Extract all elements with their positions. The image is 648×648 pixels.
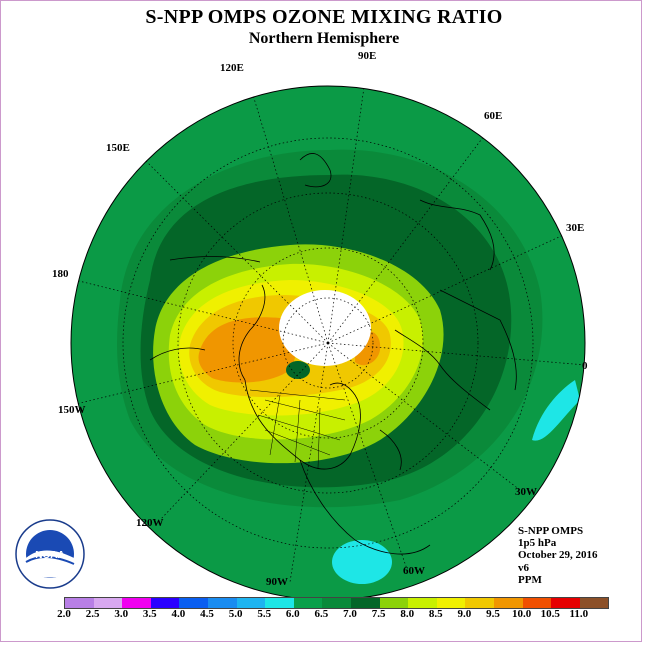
colorbar-tick-label: 6.0 [285, 608, 300, 620]
lon-label-60w: 60W [403, 565, 425, 577]
polar-night-area [279, 290, 371, 366]
colorbar-tick-label: 6.5 [314, 608, 329, 620]
colorbar-segment [322, 598, 351, 608]
lon-label-120w: 120W [136, 517, 164, 529]
info-version: v6 [518, 561, 529, 574]
colorbar-segment [465, 598, 494, 608]
product-info: S-NPP OMPS 1p5 hPa October 29, 2016 v6 P… [518, 525, 598, 586]
colorbar-tick-label: 7.0 [343, 608, 357, 620]
colorbar-tick-label: 4.5 [200, 608, 214, 620]
colorbar-segment [350, 598, 380, 608]
colorbar-segment [236, 598, 266, 608]
lon-label-60e: 60E [484, 110, 503, 122]
lon-label-30e: 30E [566, 222, 585, 234]
colorbar-segment [93, 598, 123, 608]
latitude-circles [122, 137, 534, 549]
coastlines [149, 153, 517, 555]
info-units: PPM [518, 573, 542, 586]
colorbar-segment [150, 598, 180, 608]
svg-text:NOAA: NOAA [35, 550, 64, 561]
info-level: 1p5 hPa [518, 537, 557, 550]
colorbar-segment [408, 598, 437, 608]
colorbar-tick-label: 2.0 [57, 608, 71, 620]
low-ozone-east [532, 380, 580, 441]
colorbar-segment [522, 598, 552, 608]
colorbar-tick-label: 2.5 [85, 608, 100, 620]
colorbar-ticks: 2.0 2.5 3.0 3.5 4.0 4.5 5.0 5.5 6.0 6.5 7.0 7.5 8.0 8… [48, 608, 608, 622]
colorbar-segment [551, 598, 580, 608]
map-subtitle: Northern Hemisphere [248, 30, 400, 47]
colorbar-tick-label: 10.0 [511, 608, 532, 620]
contour-9-5 [198, 317, 299, 383]
info-date: October 29, 2016 [518, 549, 598, 562]
colorbar-tick-label: 5.0 [228, 608, 243, 620]
colorbar-segment [122, 598, 151, 608]
colorbar-segment [65, 598, 94, 608]
lon-label-90w: 90W [266, 576, 288, 588]
info-instrument: S-NPP OMPS [518, 525, 584, 537]
colorbar-tick-label: 3.0 [114, 608, 129, 620]
colorbar-segment [293, 598, 323, 608]
meridians [71, 86, 585, 583]
colorbar-tick-label: 7.5 [371, 608, 386, 620]
colorbar-tick-label: 8.0 [400, 608, 415, 620]
colorbar-tick-label: 3.5 [142, 608, 157, 620]
colorbar-tick-label: 5.5 [257, 608, 272, 620]
colorbar-segment [379, 598, 409, 608]
colorbar-segment [179, 598, 208, 608]
colorbar-segment [579, 598, 609, 608]
colorbar-tick-label: 9.0 [457, 608, 472, 620]
lon-label-180: 180 [52, 268, 69, 280]
colorbar-segment [265, 598, 294, 608]
colorbar-segment [493, 598, 523, 608]
lon-label-150e: 150E [106, 142, 130, 154]
colorbar-tick-label: 10.5 [540, 608, 560, 620]
lon-label-90e: 90E [358, 50, 377, 62]
colorbar-segment [207, 598, 237, 608]
lon-label-0: 0 [582, 360, 588, 372]
colorbar [64, 597, 610, 609]
colorbar-tick-label: 11.0 [569, 608, 589, 620]
lon-label-120e: 120E [220, 62, 244, 74]
low-ozone-south [332, 540, 392, 584]
lon-label-30w: 30W [515, 486, 537, 498]
noaa-logo: NOAA [15, 519, 85, 589]
colorbar-segment [436, 598, 466, 608]
map-title: S-NPP OMPS OZONE MIXING RATIO [145, 6, 503, 28]
colorbar-tick-label: 8.5 [428, 608, 443, 620]
political-boundaries [249, 389, 346, 469]
colorbar-tick-label: 4.0 [171, 608, 186, 620]
lon-label-150w: 150W [58, 404, 86, 416]
polar-low-spot [286, 361, 310, 379]
colorbar-tick-label: 9.5 [486, 608, 500, 620]
